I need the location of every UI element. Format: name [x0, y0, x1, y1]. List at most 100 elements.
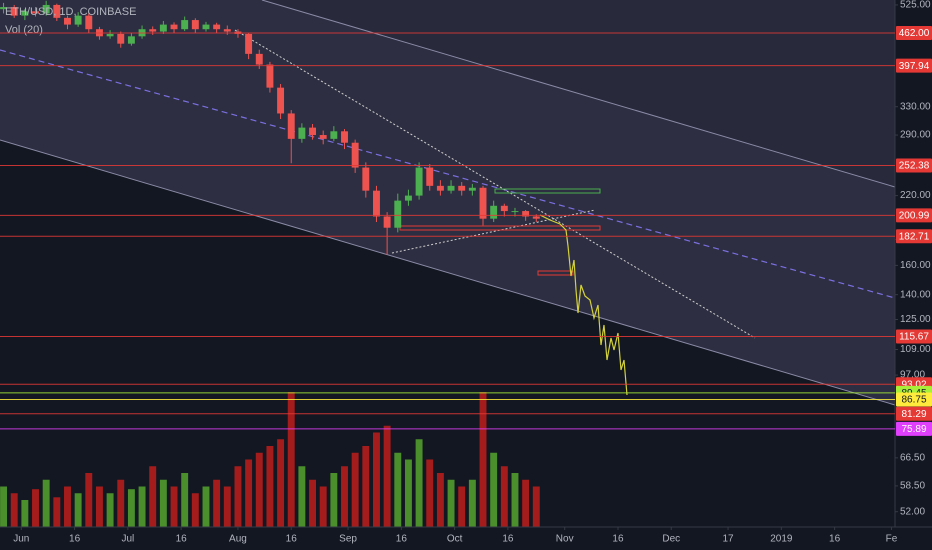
- x-tick-label: 16: [286, 534, 298, 545]
- channel-mid: [0, 49, 896, 299]
- candle-body: [245, 33, 253, 54]
- x-tick-label: 16: [612, 534, 624, 545]
- price-label: 182.71: [899, 231, 930, 242]
- indicator-label: Vol (20): [5, 24, 43, 36]
- x-tick-label: 16: [69, 534, 81, 545]
- price-label-box: [896, 392, 932, 407]
- x-tick-label: 16: [829, 534, 841, 545]
- x-tick-label: Jul: [121, 534, 134, 545]
- volume-bar: [319, 486, 327, 527]
- volume-bar: [468, 479, 476, 527]
- price-label: 462.00: [899, 28, 930, 39]
- candle-body: [319, 135, 327, 139]
- x-tick-label: Oct: [447, 534, 463, 545]
- volume-bar: [42, 479, 50, 527]
- price-label: 86.75: [901, 395, 926, 406]
- price-label: 200.99: [899, 211, 930, 222]
- volume-bar: [64, 486, 71, 527]
- candle-body: [330, 131, 338, 139]
- volume-bar: [149, 466, 157, 527]
- x-tick-label: Fe: [886, 534, 898, 545]
- price-label: 75.89: [901, 424, 926, 435]
- volume-bar: [436, 473, 444, 527]
- x-tick-label: Aug: [229, 534, 247, 545]
- candle-body: [53, 4, 61, 18]
- candle-body: [42, 4, 50, 14]
- candle-body: [85, 15, 93, 30]
- candle-body: [287, 113, 295, 139]
- price-label: 397.94: [899, 61, 930, 72]
- volume-bar: [127, 489, 135, 527]
- volume-bar: [522, 479, 530, 527]
- x-tick-label: 16: [396, 534, 408, 545]
- volume-bar: [0, 486, 8, 527]
- price-label: 115.67: [899, 332, 929, 343]
- volume-bar: [170, 486, 178, 527]
- volume-bar: [32, 489, 39, 527]
- y-tick-label: 52.00: [900, 506, 925, 517]
- y-tick-label: 109.00: [900, 344, 931, 355]
- volume-bar: [277, 439, 285, 527]
- candle-body: [213, 24, 221, 30]
- candle-body: [532, 216, 540, 219]
- candle-body: [117, 33, 125, 44]
- volume-bar: [223, 486, 231, 527]
- volume-bar: [383, 425, 391, 527]
- trendline: [391, 209, 596, 254]
- volume-bar: [351, 452, 359, 527]
- volume-bar: [53, 497, 61, 527]
- volume-bar: [202, 486, 210, 527]
- candle-body: [191, 20, 199, 30]
- volume-bar: [287, 392, 295, 527]
- volume-bar: [511, 473, 519, 527]
- volume-bar: [447, 479, 455, 527]
- price-label-box: [896, 406, 932, 421]
- y-tick-label: 125.00: [900, 314, 931, 325]
- x-tick-label: Sep: [339, 534, 357, 545]
- volume-bar: [309, 479, 317, 527]
- volume-bar: [117, 479, 125, 527]
- volume-bar: [373, 432, 380, 527]
- y-tick-label: 220.00: [900, 190, 931, 201]
- channel-edge: [261, 0, 896, 188]
- channel-band: [0, 0, 895, 405]
- candle-body: [373, 190, 380, 217]
- volume-bar: [10, 493, 18, 527]
- candle-body: [149, 29, 157, 32]
- candle-body: [32, 11, 39, 14]
- candle-body: [64, 17, 71, 25]
- volume-bar: [106, 493, 114, 527]
- volume-bar: [181, 473, 189, 527]
- x-tick-label: Dec: [662, 534, 680, 545]
- volume-bar: [234, 466, 242, 527]
- volume-bar: [500, 466, 508, 527]
- trendline: [234, 29, 756, 339]
- volume-bar: [458, 486, 466, 527]
- price-label-box: [896, 208, 932, 223]
- candle-body: [415, 167, 423, 196]
- x-tick-label: Nov: [556, 534, 574, 545]
- price-label-box: [896, 329, 932, 344]
- candle-body: [458, 185, 466, 191]
- candle-body: [341, 131, 348, 143]
- volume-bar: [21, 500, 29, 527]
- volume-bar: [138, 486, 146, 527]
- channel-edge: [0, 139, 896, 406]
- price-label: 81.29: [901, 409, 926, 420]
- candle-body: [170, 24, 178, 30]
- candle-body: [223, 29, 231, 32]
- y-tick-label: 66.50: [900, 452, 925, 463]
- price-label-box: [896, 158, 932, 173]
- x-tick-label: 2019: [770, 534, 793, 545]
- volume-bar: [298, 466, 306, 527]
- candle-body: [447, 185, 455, 191]
- projection: [539, 214, 628, 396]
- candle-body: [202, 24, 210, 30]
- volume-bar: [74, 493, 82, 527]
- candle-body: [351, 142, 359, 168]
- y-tick-label: 290.00: [900, 130, 931, 141]
- x-tick-label: 16: [502, 534, 514, 545]
- volume-bar: [159, 479, 167, 527]
- volume-bar: [426, 459, 434, 527]
